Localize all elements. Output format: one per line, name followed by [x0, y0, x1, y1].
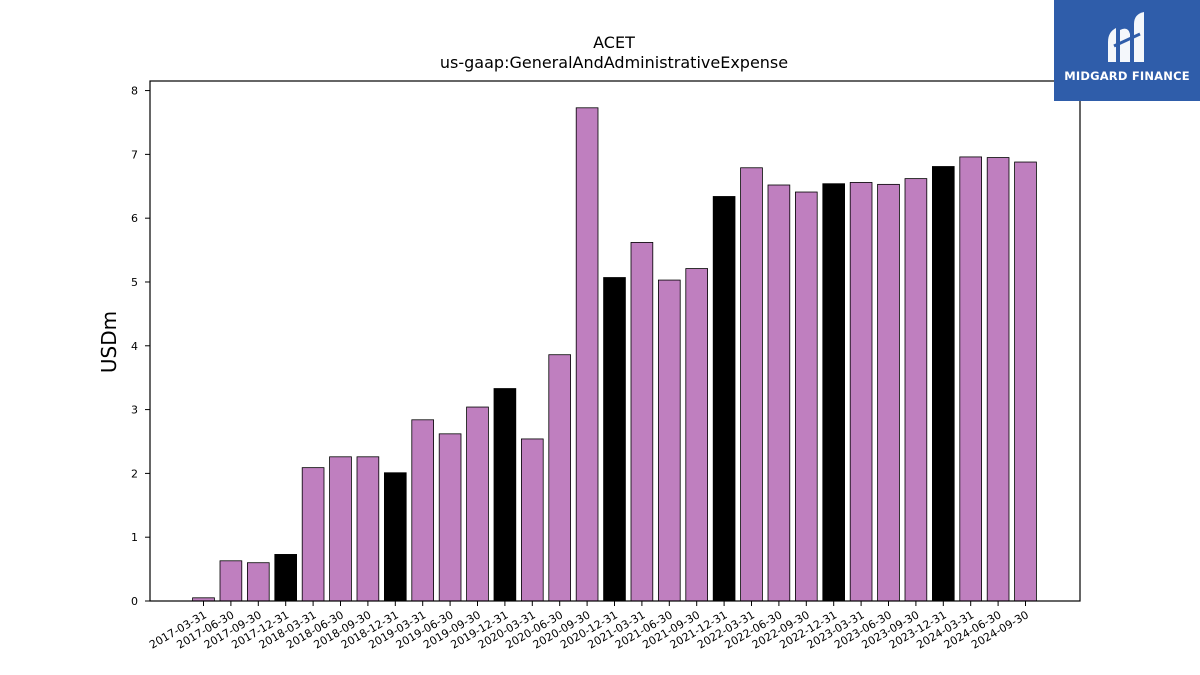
bar [466, 406, 489, 602]
bar [740, 167, 763, 602]
bar [493, 388, 517, 602]
logo-text: MIDGARD FINANCE [1064, 69, 1190, 83]
bar [685, 268, 708, 602]
bar [356, 456, 380, 602]
bar [575, 107, 599, 602]
brand-logo: MIDGARD FINANCE [1054, 0, 1200, 101]
plot-frame [149, 80, 1081, 602]
bars-group [192, 107, 1037, 602]
bar [521, 438, 544, 602]
bar [795, 191, 818, 602]
y-tick-label: 5 [131, 276, 138, 289]
bar [301, 467, 325, 602]
bar [219, 560, 243, 602]
bar [658, 279, 681, 602]
bar [630, 242, 654, 602]
bar [274, 554, 297, 602]
bar [411, 419, 434, 602]
y-tick-label: 8 [131, 85, 138, 98]
bar [1014, 161, 1037, 602]
bar [959, 156, 982, 602]
bar [712, 196, 736, 602]
bar [877, 183, 900, 602]
y-tick-label: 0 [131, 595, 138, 608]
y-tick-label: 7 [131, 148, 138, 161]
bar [548, 354, 571, 602]
midgard-logo-icon [1108, 12, 1144, 63]
y-axis-ticks: 0 1 2 3 4 5 6 7 8 [131, 85, 150, 608]
y-tick-label: 1 [131, 531, 138, 544]
bar [849, 182, 873, 602]
bar [822, 183, 845, 602]
bar [986, 157, 1010, 602]
bar [383, 472, 407, 602]
y-axis-label: USDm [97, 311, 121, 373]
y-tick-label: 6 [131, 212, 138, 225]
bar [603, 277, 626, 602]
chart-subtitle: us-gaap:GeneralAndAdministrativeExpense [440, 53, 788, 72]
bar [438, 433, 462, 602]
x-axis-ticks: 2017-03-312017-06-302017-09-302017-12-31… [147, 601, 1031, 652]
bar [904, 178, 928, 602]
y-tick-label: 4 [131, 340, 138, 353]
y-tick-label: 3 [131, 404, 138, 417]
chart-title: ACET [593, 33, 635, 52]
bar [246, 562, 270, 602]
bar [329, 456, 352, 602]
y-tick-label: 2 [131, 467, 138, 480]
bar [932, 166, 955, 602]
bar [767, 184, 791, 602]
